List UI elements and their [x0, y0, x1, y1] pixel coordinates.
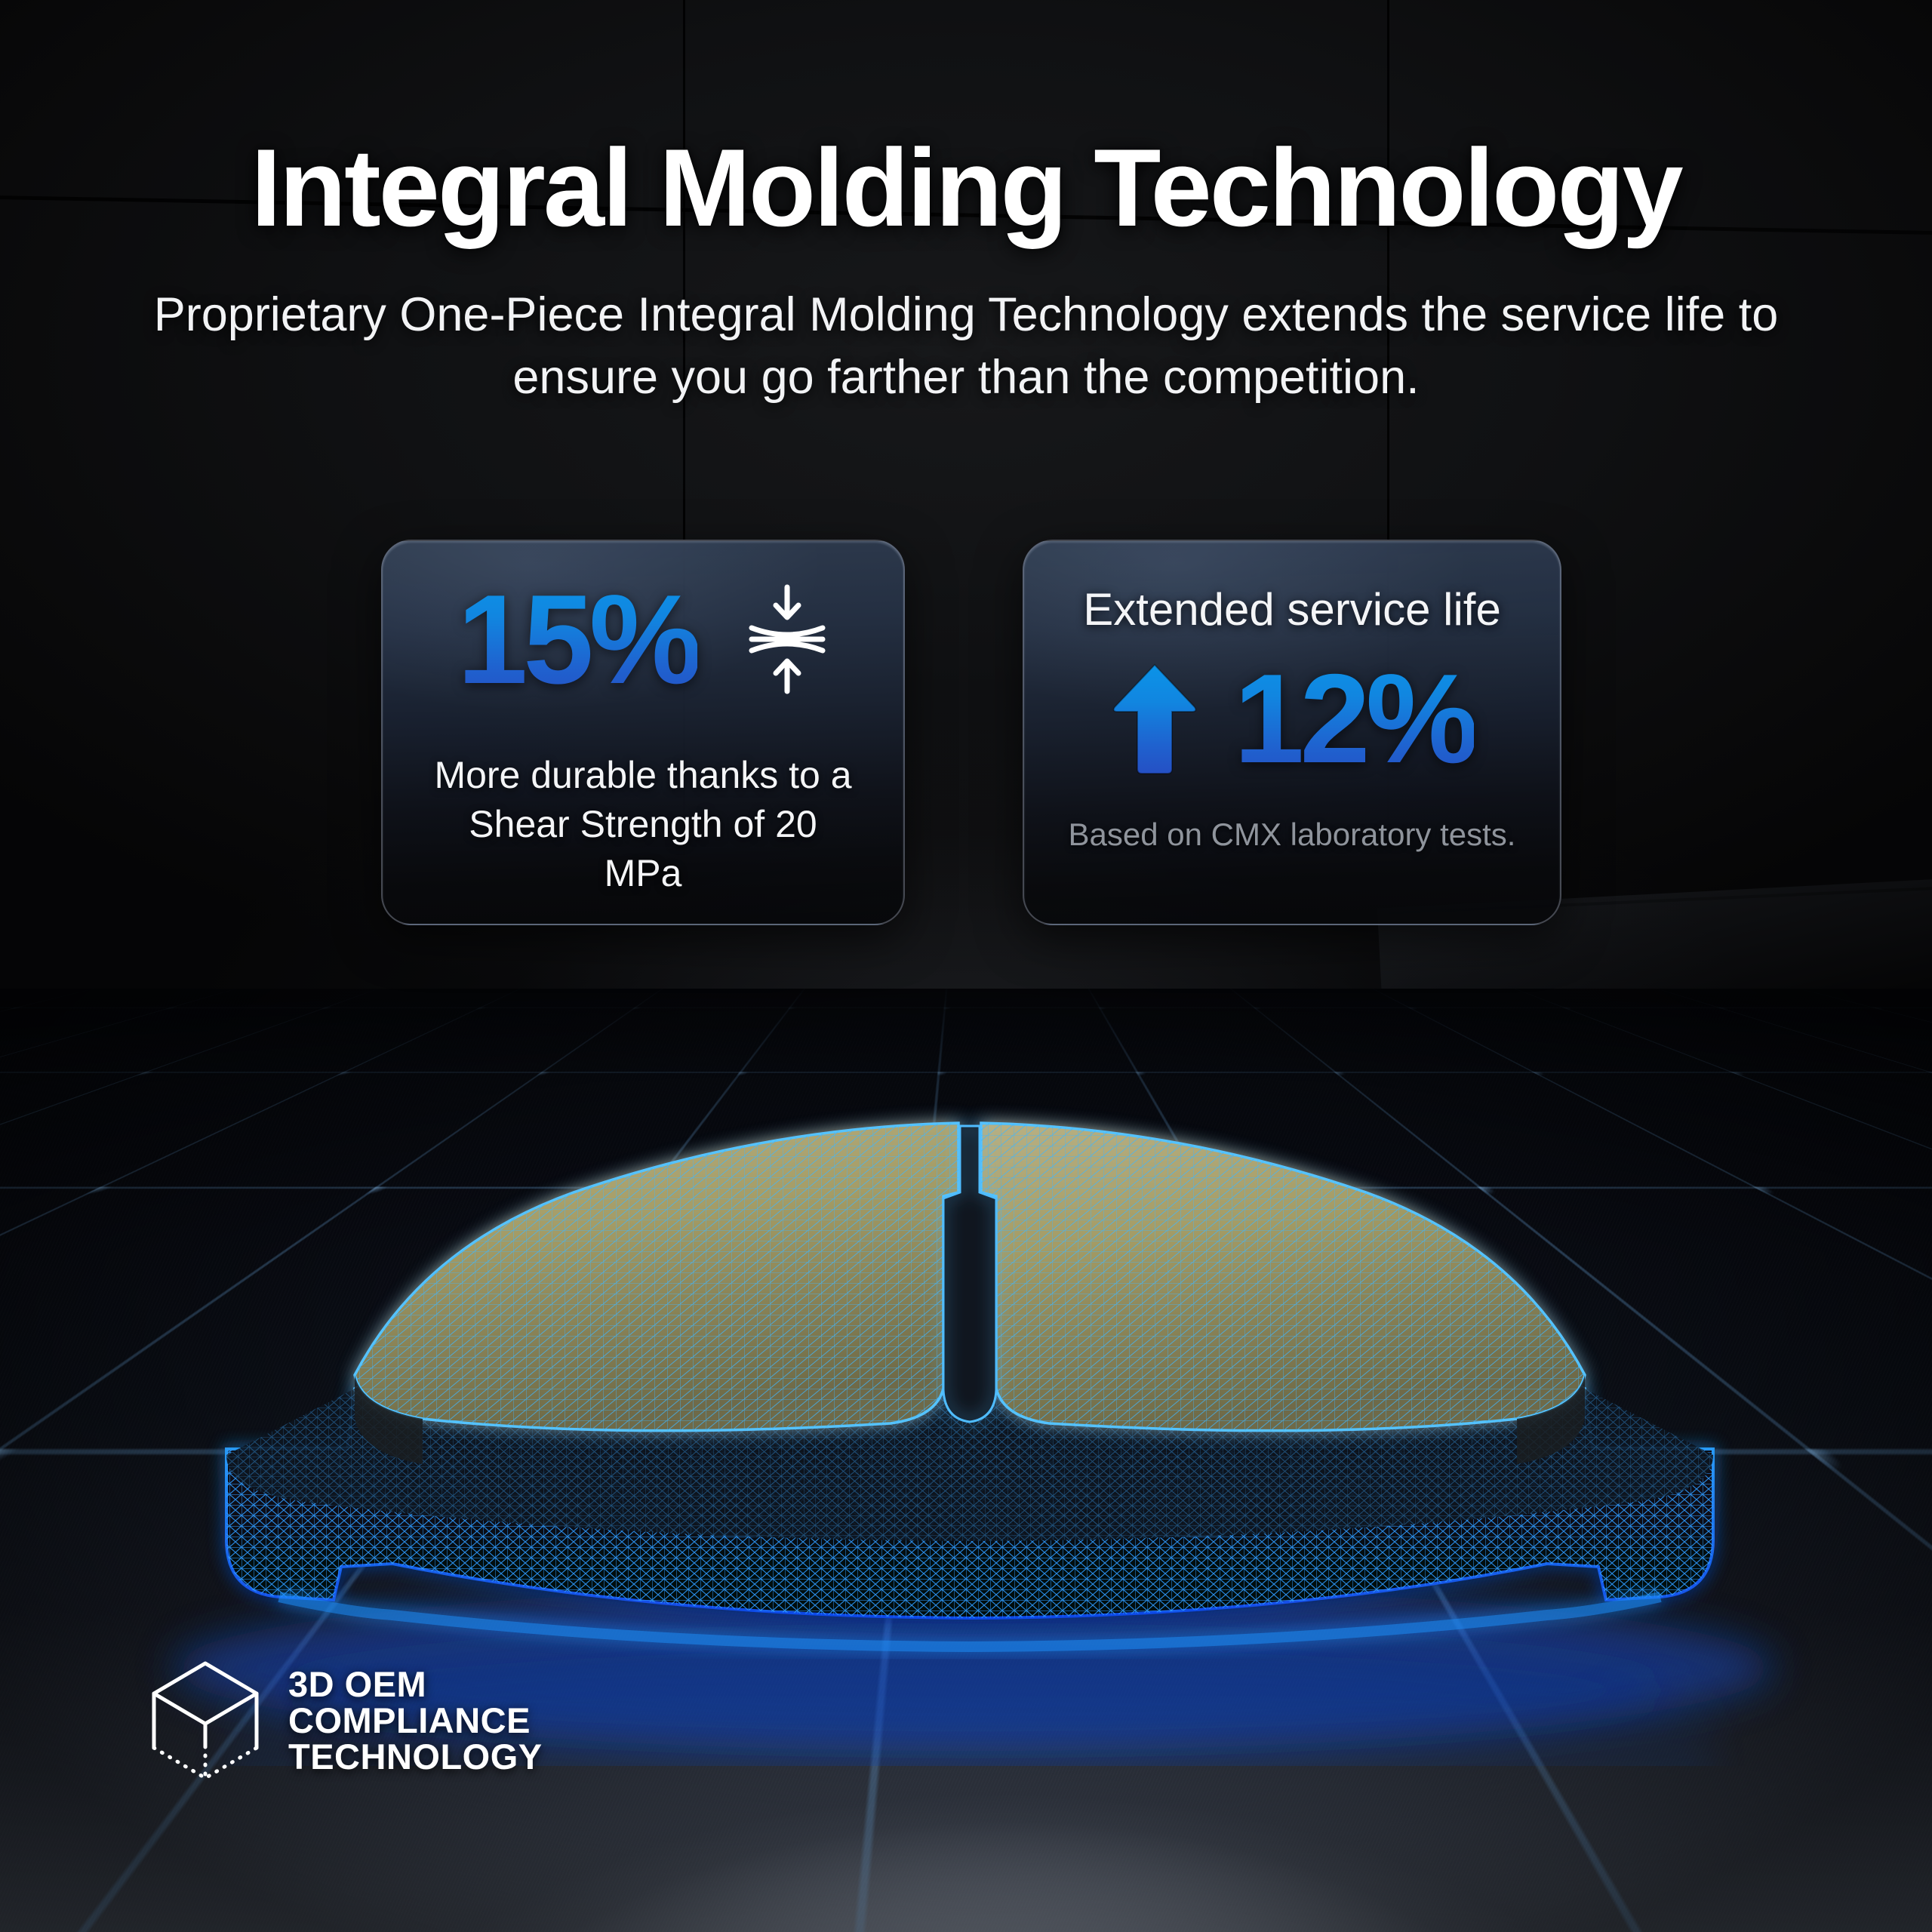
page-title: Integral Molding Technology: [251, 126, 1683, 249]
stat-row: 12%: [1024, 655, 1560, 782]
compression-icon: [749, 584, 826, 694]
header: Integral Molding Technology Proprietary …: [0, 0, 1932, 409]
floor-reflection: [226, 1650, 1713, 1766]
stat-value-service-life: 12%: [1233, 648, 1478, 789]
3d-cube-icon: [152, 1661, 259, 1780]
stat-caption-durability: More durable thanks to a Shear Strength …: [434, 754, 852, 894]
logo-line-3: TECHNOLOGY: [288, 1736, 543, 1777]
logo-badge: 3D OEM COMPLIANCE TECHNOLOGY: [148, 1657, 543, 1784]
stat-row: 15%: [383, 541, 903, 703]
logo-line-2: COMPLIANCE: [288, 1700, 531, 1741]
stat-card-service-life[interactable]: Extended service life: [1023, 540, 1561, 925]
product-render: [0, 966, 1932, 1766]
stat-heading-service-life: Extended service life: [1083, 584, 1501, 635]
brake-pad-wireframe: [174, 1121, 1774, 1766]
stat-card-durability[interactable]: 15% More durable thanks to a S: [381, 540, 905, 925]
stat-value-durability: 15%: [457, 568, 702, 710]
wall-seam-vertical-left: [683, 0, 685, 906]
friction-block-sides: [355, 1375, 1585, 1464]
page-subtitle: Proprietary One-Piece Integral Molding T…: [153, 288, 1779, 405]
stat-card-group: 15% More durable thanks to a S: [0, 540, 1932, 925]
wall-seam-vertical-right: [1387, 0, 1389, 906]
center-slot: [942, 1124, 998, 1423]
stat-footnote-service-life: Based on CMX laboratory tests.: [1068, 817, 1516, 852]
friction-block-left: [353, 1121, 960, 1432]
friction-block-right: [980, 1121, 1586, 1432]
up-arrow-icon: [1112, 663, 1197, 774]
logo-text: 3D OEM COMPLIANCE TECHNOLOGY: [288, 1666, 543, 1775]
background-wall: [0, 0, 1932, 1075]
logo-line-1: 3D OEM: [288, 1664, 427, 1705]
